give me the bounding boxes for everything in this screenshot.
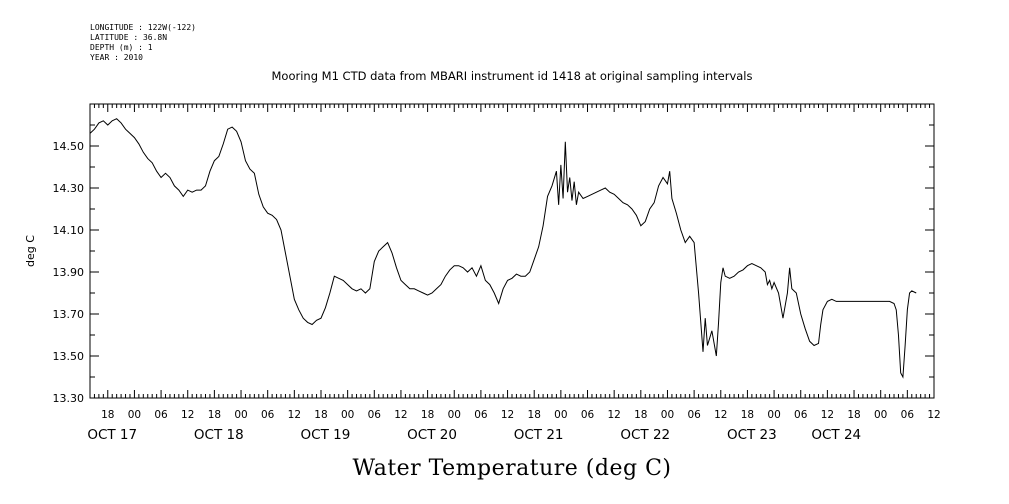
x-day-label: OCT 23: [727, 427, 777, 443]
x-hour-label: 18: [421, 409, 434, 421]
x-hour-label: 18: [314, 409, 327, 421]
x-hour-label: 12: [501, 409, 514, 421]
x-hour-label: 06: [581, 409, 595, 421]
meta-year: YEAR : 2010: [90, 53, 143, 62]
x-hour-label: 00: [767, 409, 780, 421]
x-hour-label: 12: [394, 409, 407, 421]
x-hour-label: 06: [901, 409, 915, 421]
x-hour-label: 12: [181, 409, 194, 421]
y-tick-label: 13.30: [53, 392, 85, 405]
y-axis-label: deg C: [24, 235, 37, 267]
x-hour-label: 12: [714, 409, 727, 421]
y-tick-label: 13.90: [53, 266, 85, 279]
plot-frame: [89, 103, 935, 399]
x-hour-label: 18: [101, 409, 114, 421]
x-day-label: OCT 20: [407, 427, 457, 443]
x-hour-label: 00: [554, 409, 567, 421]
x-hour-label: 06: [261, 409, 275, 421]
y-tick-label: 14.10: [53, 224, 85, 237]
chart-title: Mooring M1 CTD data from MBARI instrumen…: [272, 69, 753, 83]
x-hour-label: 00: [448, 409, 461, 421]
x-hour-label: 12: [927, 409, 940, 421]
x-hour-label: 00: [874, 409, 887, 421]
x-day-label: OCT 24: [811, 427, 861, 443]
x-day-label: OCT 18: [194, 427, 244, 443]
x-day-label: OCT 17: [87, 427, 137, 443]
metadata-block: LONGITUDE : 122W(-122) LATITUDE : 36.8N …: [90, 23, 196, 62]
x-hour-label: 00: [661, 409, 674, 421]
x-hour-label: 06: [368, 409, 382, 421]
x-day-label: OCT 21: [514, 427, 564, 443]
x-hour-label: 06: [794, 409, 808, 421]
x-hour-label: 12: [288, 409, 301, 421]
x-hour-label: 18: [208, 409, 221, 421]
x-hour-label: 06: [154, 409, 168, 421]
axis-ticks: [89, 103, 935, 399]
x-hour-label: 12: [607, 409, 620, 421]
x-day-label: OCT 19: [301, 427, 351, 443]
x-day-label: OCT 22: [620, 427, 670, 443]
meta-latitude: LATITUDE : 36.8N: [90, 33, 167, 42]
x-hour-label: 18: [528, 409, 541, 421]
y-tick-labels: 13.30 13.50 13.70 13.90 14.10 14.30 14.50: [53, 140, 85, 405]
x-tick-labels: 18 00 06 12 18 00 06 12 18 00 06 12 18 00 06 12 18 00 06 12…: [87, 409, 940, 443]
x-hour-label: 18: [741, 409, 754, 421]
x-hour-label: 12: [821, 409, 834, 421]
x-hour-label: 06: [474, 409, 488, 421]
meta-depth: DEPTH (m) : 1: [90, 43, 153, 52]
y-tick-label: 13.70: [53, 308, 85, 321]
y-tick-label: 14.30: [53, 182, 85, 195]
x-hour-label: 00: [234, 409, 247, 421]
temperature-series-line: [89, 118, 917, 379]
meta-longitude: LONGITUDE : 122W(-122): [90, 23, 196, 32]
y-tick-label: 14.50: [53, 140, 85, 153]
x-hour-label: 18: [634, 409, 647, 421]
x-hour-label: 18: [847, 409, 860, 421]
chart-caption: Water Temperature (deg C): [353, 456, 672, 481]
y-tick-label: 13.50: [53, 350, 85, 363]
x-hour-label: 00: [341, 409, 354, 421]
x-hour-label: 00: [128, 409, 141, 421]
x-hour-label: 06: [687, 409, 701, 421]
